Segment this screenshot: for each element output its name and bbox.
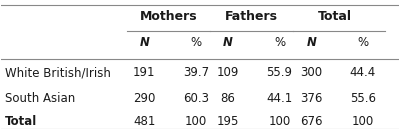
Text: 60.3: 60.3 <box>183 92 209 105</box>
Text: Total: Total <box>318 10 352 23</box>
Text: 55.6: 55.6 <box>350 92 376 105</box>
Text: White British/Irish: White British/Irish <box>5 66 111 79</box>
Text: 55.9: 55.9 <box>266 66 292 79</box>
Text: %: % <box>274 36 285 49</box>
Text: 191: 191 <box>133 66 156 79</box>
Text: 86: 86 <box>220 92 235 105</box>
Text: N: N <box>140 36 149 49</box>
Text: 39.7: 39.7 <box>183 66 209 79</box>
Text: South Asian: South Asian <box>5 92 76 105</box>
Text: Total: Total <box>5 115 38 128</box>
Text: 100: 100 <box>185 115 207 128</box>
Text: 100: 100 <box>352 115 374 128</box>
Text: %: % <box>357 36 368 49</box>
Text: 44.4: 44.4 <box>350 66 376 79</box>
Text: 676: 676 <box>300 115 322 128</box>
Text: 195: 195 <box>217 115 239 128</box>
Text: N: N <box>306 36 316 49</box>
Text: N: N <box>223 36 233 49</box>
Text: %: % <box>190 36 202 49</box>
Text: 300: 300 <box>300 66 322 79</box>
Text: Mothers: Mothers <box>140 10 197 23</box>
Text: Fathers: Fathers <box>225 10 278 23</box>
Text: 481: 481 <box>133 115 156 128</box>
Text: 109: 109 <box>217 66 239 79</box>
Text: 290: 290 <box>133 92 156 105</box>
Text: 44.1: 44.1 <box>266 92 292 105</box>
Text: 100: 100 <box>268 115 290 128</box>
Text: 376: 376 <box>300 92 322 105</box>
